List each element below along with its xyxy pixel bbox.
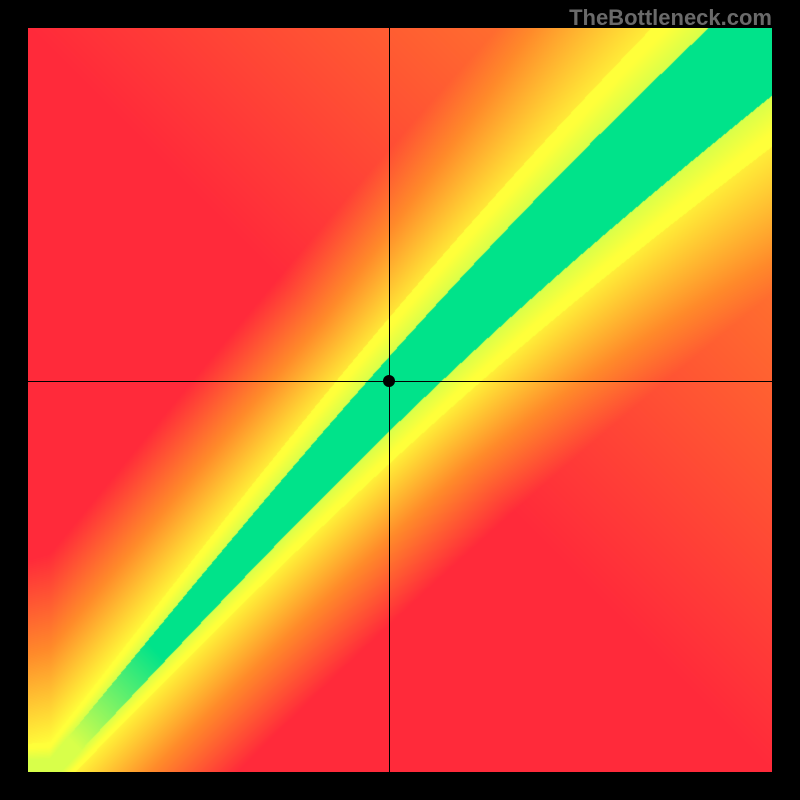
data-point-marker bbox=[383, 375, 395, 387]
watermark-text: TheBottleneck.com bbox=[569, 5, 772, 31]
crosshair-horizontal bbox=[28, 381, 772, 382]
plot-area bbox=[28, 28, 772, 772]
crosshair-vertical bbox=[389, 28, 390, 772]
heatmap-canvas bbox=[28, 28, 772, 772]
chart-container: TheBottleneck.com bbox=[0, 0, 800, 800]
